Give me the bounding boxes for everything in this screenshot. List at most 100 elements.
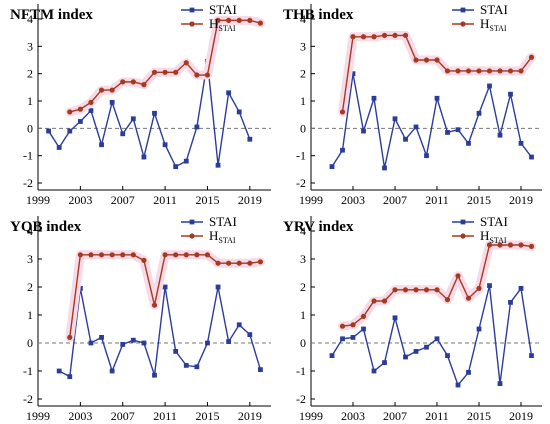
hstai-point — [236, 260, 242, 266]
y-tick-label: 2 — [27, 280, 33, 294]
stai-point — [382, 360, 387, 365]
stai-point — [392, 116, 398, 122]
hstai-point — [476, 285, 482, 291]
hstai-point — [402, 287, 409, 293]
hstai-point — [528, 54, 535, 60]
stai-point — [173, 349, 179, 354]
stai-point — [329, 164, 335, 169]
x-tick-label: 2003 — [68, 193, 92, 207]
chart-title: NFTM index — [10, 7, 93, 23]
y-tick-label: 3 — [27, 252, 33, 266]
stai-point — [445, 353, 450, 358]
hstai-point — [130, 79, 136, 85]
x-tick-label: 2011 — [153, 409, 177, 423]
hstai-point — [183, 252, 189, 258]
hstai-point — [518, 242, 524, 248]
x-tick-label: 2007 — [383, 409, 407, 423]
stai-point — [497, 381, 503, 386]
stai-point — [141, 154, 147, 160]
y-tick-label: 4 — [27, 224, 33, 238]
chart-title: THB index — [283, 7, 354, 23]
chart-panel-4: -2 -1 0 1 2 3 4 1999 2003 2007 2011 2015 2019 YRV ind… — [283, 214, 542, 423]
stai-point — [173, 164, 179, 169]
y-tick-label: 1 — [300, 308, 306, 322]
hstai-point — [88, 99, 94, 105]
stai-point — [247, 136, 253, 142]
legend-label: STAI — [480, 2, 508, 17]
chart-panel-1: -2 -1 0 1 2 3 4 1999 2003 2007 2011 2015 2019 NFTM in… — [10, 2, 271, 207]
stai-point — [120, 342, 126, 347]
y-tick-label: -1 — [296, 364, 306, 378]
x-tick-label: 2003 — [341, 409, 365, 423]
stai-point — [130, 116, 136, 122]
y-tick-label: -1 — [23, 149, 33, 163]
y-tick-label: -2 — [296, 392, 306, 406]
y-tick-label: -2 — [296, 176, 306, 190]
hstai-point — [215, 260, 221, 266]
stai-point — [371, 368, 377, 374]
stai-point — [518, 286, 524, 291]
stai-point — [476, 326, 482, 332]
hstai-point — [204, 72, 211, 78]
x-tick-label: 2007 — [111, 193, 135, 207]
stai-point — [340, 147, 345, 153]
y-tick-label: -1 — [23, 364, 33, 378]
stai-point — [205, 340, 210, 346]
y-tick-label: 2 — [300, 67, 306, 81]
hstai-point — [204, 252, 211, 258]
stai-point — [350, 71, 356, 77]
stai-point — [508, 91, 513, 97]
x-tick-label: 1999 — [26, 409, 50, 423]
stai-point — [340, 336, 345, 342]
hstai-point — [381, 298, 388, 304]
hstai-point — [497, 242, 503, 248]
stai-point — [466, 370, 471, 375]
stai-series-line — [331, 285, 533, 387]
legend-label-main: STAI — [480, 214, 508, 229]
stai-point — [56, 368, 62, 374]
stai-point — [162, 284, 168, 290]
stai-point — [434, 336, 440, 342]
y-tick-label: -2 — [23, 176, 33, 190]
hstai-point — [173, 252, 179, 258]
legend-marker — [460, 233, 466, 239]
hstai-point — [109, 87, 115, 93]
legend-label: HSTAI — [480, 228, 507, 245]
stai-point — [371, 95, 377, 101]
x-tick-label: 2007 — [111, 409, 135, 423]
stai-point — [455, 382, 461, 388]
stai-point — [487, 83, 492, 89]
hstai-point — [151, 69, 158, 75]
hstai-point — [120, 79, 126, 85]
chart-panel-3: -2 -1 0 1 2 3 4 1999 2003 2007 2011 2015 2019 YQB ind… — [10, 214, 271, 423]
stai-point — [258, 367, 263, 372]
hstai-point — [507, 242, 514, 248]
hstai-point — [236, 17, 242, 23]
hstai-highlight — [338, 240, 536, 331]
x-tick-label: 2019 — [238, 193, 262, 207]
stai-point — [424, 153, 429, 159]
y-tick-label: 4 — [27, 12, 33, 26]
stai-point — [226, 90, 232, 96]
hstai-point — [381, 32, 388, 39]
x-tick-label: 2003 — [68, 409, 92, 423]
stai-point — [194, 364, 200, 370]
y-tick-label: 0 — [27, 336, 33, 350]
chart-title: YQB index — [10, 219, 82, 235]
hstai-point — [444, 68, 451, 74]
x-tick-label: 2015 — [195, 409, 219, 423]
stai-point — [236, 322, 242, 328]
hstai-point — [257, 259, 264, 265]
stai-point — [361, 326, 366, 332]
hstai-point — [465, 295, 472, 301]
legend-label-main: STAI — [209, 2, 237, 17]
hstai-point — [486, 242, 493, 248]
hstai-point — [360, 34, 367, 40]
legend-label-main: H — [480, 228, 489, 243]
stai-point — [215, 284, 221, 290]
hstai-point — [88, 252, 94, 258]
x-tick-label: 1999 — [299, 193, 323, 207]
legend-label-main: H — [209, 16, 218, 31]
stai-point — [99, 142, 104, 148]
